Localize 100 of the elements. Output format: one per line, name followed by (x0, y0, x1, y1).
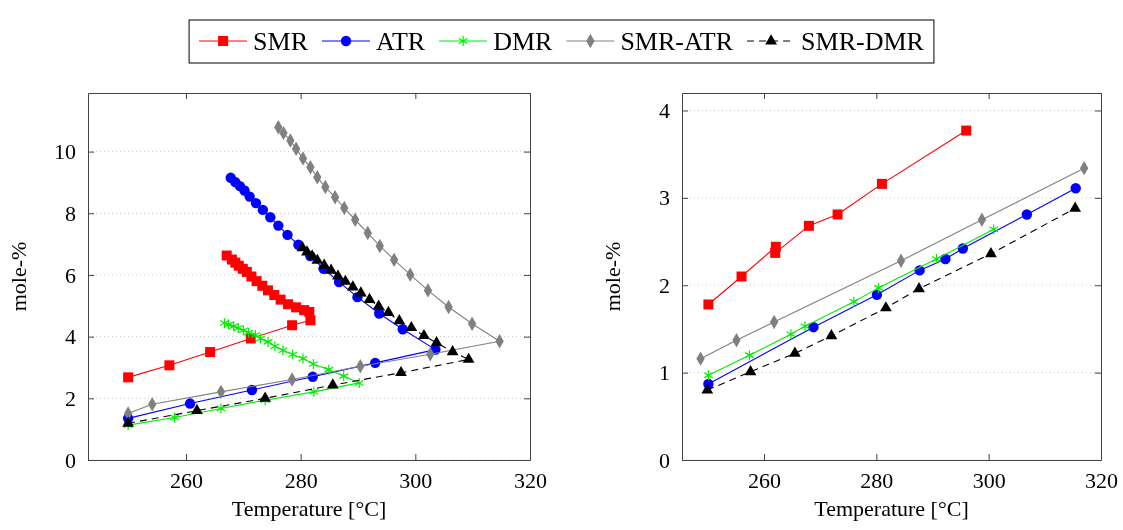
y-tick-label: 2 (659, 272, 670, 298)
point (913, 281, 925, 293)
point (354, 377, 365, 389)
point (238, 324, 249, 336)
y-tick-label: 1 (659, 360, 670, 386)
point (216, 402, 226, 415)
point (1069, 201, 1082, 212)
point (1070, 183, 1081, 194)
point (803, 220, 814, 231)
point (308, 358, 319, 370)
point (1021, 209, 1033, 220)
point (395, 365, 407, 377)
point (931, 253, 942, 265)
point (873, 282, 884, 294)
point (269, 340, 280, 352)
point (255, 332, 266, 345)
legend-label: DMR (493, 27, 554, 56)
point (405, 320, 418, 332)
x-tick-label: 260 (748, 467, 781, 493)
point (446, 344, 459, 356)
x-tick-label: 260 (170, 467, 204, 493)
point (430, 336, 443, 347)
legend-label: ATR (376, 27, 426, 56)
point (871, 289, 883, 301)
point (876, 178, 887, 189)
point (744, 349, 755, 361)
y-tick-label: 10 (54, 139, 76, 165)
y-tick-label: 4 (659, 98, 670, 124)
point (323, 364, 334, 376)
x-tick-label: 300 (972, 467, 1006, 493)
point (332, 269, 344, 280)
legend-label: SMR-DMR (801, 27, 925, 56)
point (703, 299, 714, 310)
x-tick-label: 320 (1085, 467, 1118, 493)
point (277, 344, 288, 356)
point (770, 247, 781, 258)
point (701, 383, 714, 394)
point (363, 292, 376, 304)
y-tick-label: 3 (659, 185, 670, 211)
point (800, 320, 810, 332)
point (325, 263, 337, 274)
point (462, 352, 475, 363)
point (221, 250, 232, 261)
point (338, 370, 349, 382)
point (223, 319, 234, 331)
point (397, 324, 408, 335)
x-axis-title: Temperature [°C] (231, 496, 387, 521)
point (257, 204, 269, 216)
point (308, 386, 319, 398)
point (205, 347, 216, 358)
point (184, 398, 196, 409)
point (848, 296, 859, 308)
point (191, 403, 203, 415)
x-tick-label: 280 (284, 467, 318, 493)
point (273, 220, 284, 231)
point (298, 352, 308, 365)
point (164, 360, 175, 371)
y-axis-title: mole-% (6, 241, 31, 312)
x-tick-label: 280 (860, 467, 894, 493)
point (259, 391, 272, 402)
point (355, 286, 367, 297)
y-tick-label: 0 (659, 447, 670, 473)
point (736, 271, 747, 282)
point (346, 280, 359, 291)
point (744, 364, 757, 376)
legend-label: SMR-ATR (620, 27, 734, 56)
point (393, 314, 406, 325)
y-tick-label: 6 (65, 262, 76, 288)
point (326, 378, 339, 389)
point (786, 328, 796, 340)
point (228, 320, 239, 332)
y-tick-label: 2 (65, 385, 76, 411)
y-tick-label: 8 (65, 200, 76, 226)
point (225, 172, 236, 183)
x-axis-title: Temperature [°C] (814, 496, 969, 521)
point (985, 246, 997, 258)
point (372, 299, 385, 310)
point (382, 305, 395, 316)
point (282, 229, 293, 241)
x-tick-label: 320 (514, 467, 547, 493)
point (287, 348, 298, 361)
legend-label: SMR (253, 27, 309, 56)
point (988, 223, 999, 235)
point (703, 369, 714, 381)
point (263, 336, 273, 348)
point (339, 274, 352, 285)
point (123, 372, 134, 383)
point (961, 125, 972, 136)
point (233, 322, 244, 334)
point (250, 197, 262, 209)
point (832, 209, 843, 220)
point (169, 411, 180, 424)
point (287, 320, 298, 331)
point (825, 329, 838, 340)
y-axis-title: mole-% (600, 241, 625, 312)
point (265, 212, 276, 223)
x-tick-label: 300 (399, 467, 433, 493)
point (789, 346, 801, 357)
point (243, 327, 254, 339)
point (418, 328, 430, 340)
